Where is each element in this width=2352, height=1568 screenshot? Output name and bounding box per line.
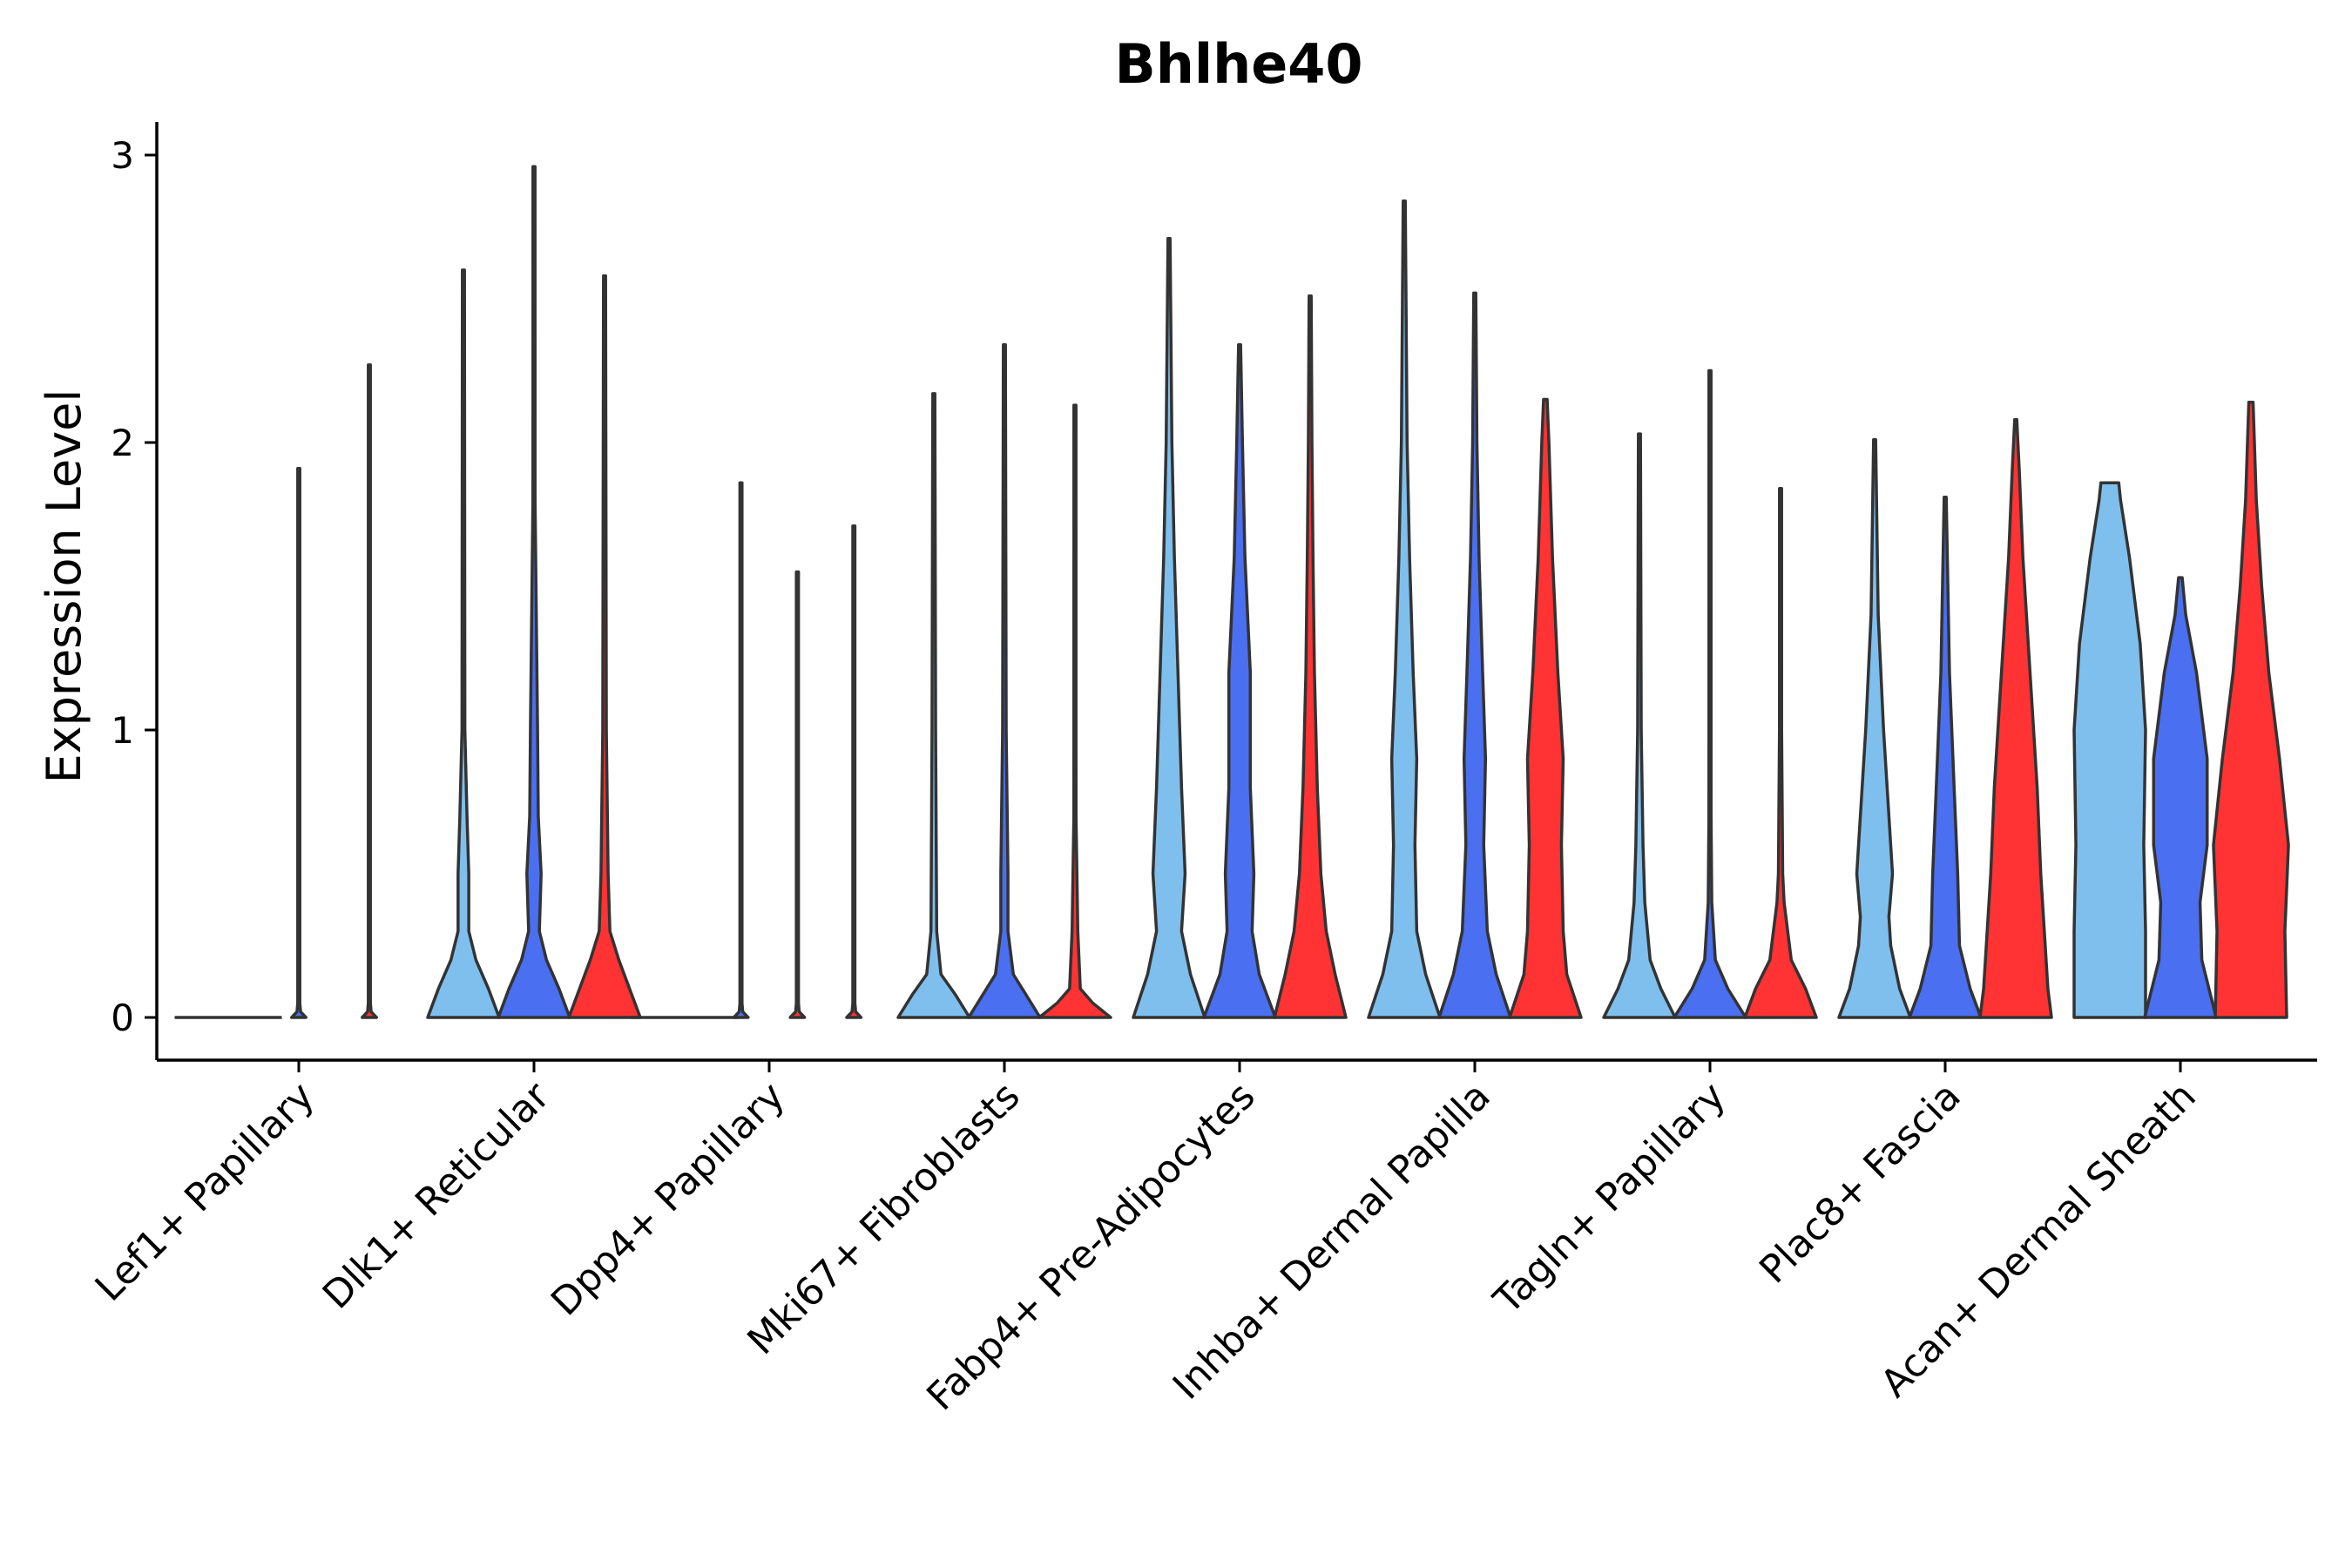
- violin-shape: [1908, 495, 1983, 1019]
- violin-shape: [1132, 236, 1206, 1019]
- violin-shape: [1673, 368, 1747, 1019]
- violin-shape: [967, 343, 1042, 1019]
- violin-shape: [1202, 343, 1277, 1019]
- violins-layer: [174, 165, 2290, 1019]
- violin-shape: [1978, 417, 2053, 1019]
- violin-shape: [845, 524, 863, 1019]
- violin-shape: [1508, 397, 1583, 1019]
- violin-shape: [2212, 401, 2290, 1019]
- y-tick-label: 2: [111, 422, 134, 464]
- violin-shape: [290, 466, 308, 1019]
- violin-shape: [1743, 487, 1818, 1019]
- y-tick-label: 3: [111, 134, 134, 177]
- violin-shape: [1837, 437, 1912, 1019]
- x-tick-label: Dpp4+ Papillary: [543, 1074, 794, 1325]
- x-tick-label: Dlk1+ Reticular: [314, 1073, 559, 1318]
- violin-shape: [1437, 291, 1512, 1019]
- violin-shape: [732, 481, 750, 1019]
- violin-shape: [2072, 481, 2147, 1019]
- x-tick-label: Tagln+ Papillary: [1485, 1074, 1734, 1323]
- violin-shape: [788, 570, 807, 1019]
- x-tick-label: Plac8+ Fascia: [1751, 1074, 1970, 1293]
- violin-shape: [1273, 294, 1348, 1019]
- y-axis-label: Expression Level: [37, 389, 91, 784]
- y-tick-label: 0: [111, 997, 134, 1039]
- violin-shape: [567, 274, 642, 1019]
- violin-shape: [1037, 403, 1112, 1019]
- x-tick-label: Lef1+ Papillary: [87, 1074, 323, 1310]
- violin-shape: [2143, 576, 2218, 1019]
- violin-shape: [1602, 432, 1677, 1019]
- y-tick-label: 1: [111, 709, 134, 752]
- violin-shape: [361, 363, 378, 1019]
- violin-shape: [497, 165, 571, 1019]
- violin-shape: [1367, 199, 1442, 1019]
- violin-shape: [896, 392, 971, 1019]
- chart-title: Bhlhe40: [1114, 32, 1362, 96]
- violin-shape: [426, 268, 501, 1019]
